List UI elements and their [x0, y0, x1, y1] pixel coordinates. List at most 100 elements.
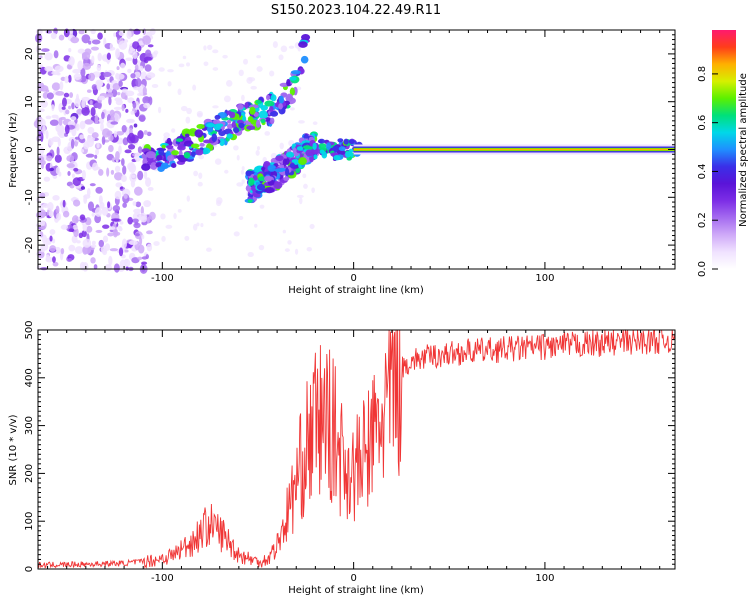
spectrogram-noise-blob — [42, 125, 46, 135]
spectrogram-noise-blob — [123, 249, 129, 253]
spectrogram-branch-blob — [286, 78, 291, 87]
spectrogram-noise-blob — [225, 79, 233, 87]
spectrogram-branch-blob — [337, 138, 344, 143]
spectrogram-noise-blob — [96, 142, 100, 149]
spectrogram-branch-blob — [254, 193, 261, 198]
spectrogram-noise-blob — [212, 67, 219, 71]
spectrogram-noise-blob — [62, 210, 70, 218]
spectrogram-noise-blob — [42, 91, 49, 99]
spectrogram-noise-blob — [153, 50, 159, 55]
spectrogram-noise-blob — [69, 184, 75, 189]
spectrogram-noise-blob — [137, 146, 143, 154]
spectrogram-noise-blob — [40, 220, 46, 226]
spectrogram-noise-blob — [241, 179, 245, 184]
spectrogram-branch-blob — [269, 105, 274, 112]
spectrogram-branch-blob — [227, 119, 232, 124]
spectrogram-noise-blob — [143, 130, 148, 135]
spectrogram-noise-blob — [146, 131, 152, 137]
spectrogram-noise-blob — [132, 201, 137, 206]
spectrogram-noise-blob — [76, 108, 83, 115]
spectrogram-noise-blob — [66, 155, 75, 162]
spectrogram-noise-blob — [240, 169, 245, 175]
spectrogram-noise-blob — [41, 234, 48, 244]
spectrogram-noise-blob — [178, 63, 185, 68]
spectrogram-x-tick-label: 100 — [535, 273, 554, 284]
spectrogram-branch-blob — [247, 115, 254, 123]
spectrogram-noise-blob — [132, 41, 140, 50]
spectrogram-noise-blob — [147, 186, 154, 191]
spectrogram-noise-blob — [118, 247, 124, 257]
spectrogram-noise-blob — [125, 266, 129, 271]
spectrogram-branch-blob — [166, 137, 172, 143]
spectrogram-noise-blob — [73, 167, 79, 172]
spectrogram-branch-blob — [256, 183, 266, 191]
spectrogram-branch-blob — [246, 125, 256, 131]
spectrogram-y-tick-label: 0 — [24, 146, 35, 152]
spectrogram-noise-blob — [173, 212, 177, 220]
spectrogram-noise-blob — [79, 134, 85, 140]
spectrogram-noise-blob — [278, 54, 284, 61]
narrowband-core — [353, 148, 675, 151]
spectrogram-noise-blob — [46, 155, 53, 162]
spectrogram-noise-blob — [98, 95, 106, 101]
spectrogram-noise-blob — [47, 138, 54, 146]
spectrogram-noise-blob — [256, 55, 262, 59]
spectrogram-noise-blob — [101, 111, 105, 120]
spectrogram-noise-blob — [121, 124, 127, 133]
snr-x-tick-label: 100 — [535, 573, 554, 584]
spectrogram-noise-blob — [57, 129, 63, 136]
spectrogram-noise-blob — [59, 81, 64, 91]
spectrogram-noise-blob — [143, 102, 151, 109]
spectrogram-noise-blob — [74, 246, 84, 255]
spectrogram-noise-blob — [44, 52, 53, 61]
spectrogram-noise-blob — [91, 240, 96, 246]
spectrogram-noise-blob — [95, 148, 100, 156]
spectrogram-noise-blob — [69, 92, 74, 98]
spectrogram-noise-blob — [126, 30, 132, 40]
spectrogram-noise-blob — [109, 226, 116, 231]
spectrogram-noise-blob — [128, 144, 136, 150]
spectrogram-noise-blob — [133, 208, 142, 214]
spectrogram-branch-blob — [161, 144, 166, 149]
spectrogram-noise-blob — [102, 235, 109, 243]
spectrogram-branch-blob — [270, 94, 277, 102]
spectrogram-noise-blob — [84, 119, 94, 125]
spectrogram-noise-blob — [120, 62, 126, 69]
spectrogram-branch-blob — [289, 163, 296, 168]
spectrogram-noise-blob — [82, 223, 88, 232]
spectrogram-branch-blob — [264, 187, 275, 194]
spectrogram-noise-blob — [135, 201, 142, 208]
spectrogram-noise-blob — [158, 67, 165, 72]
spectrogram-noise-blob — [67, 64, 72, 70]
spectrogram-noise-blob — [223, 95, 231, 103]
spectrogram-noise-blob — [83, 195, 88, 204]
spectrogram-noise-blob — [101, 206, 109, 216]
spectrogram-noise-blob — [203, 45, 207, 51]
spectrogram-branch-blob — [303, 134, 310, 139]
spectrogram-branch-blob — [278, 95, 285, 104]
spectrogram-noise-blob — [91, 39, 101, 45]
spectrogram-branch-blob — [158, 148, 165, 156]
spectrogram-noise-blob — [65, 109, 70, 115]
colorbar-scale — [712, 30, 736, 269]
colorbar-label: Normalized spectral amplitude — [738, 73, 749, 227]
spectrogram-branch-blob — [236, 103, 244, 110]
spectrogram-noise-blob — [63, 92, 70, 98]
spectrogram-noise-blob — [106, 130, 113, 136]
spectrogram-branch-blob — [318, 138, 326, 144]
spectrogram-branch-blob — [226, 133, 234, 139]
spectrogram-noise-blob — [186, 195, 190, 202]
spectrogram-noise-blob — [97, 32, 103, 40]
spectrogram-noise-blob — [104, 243, 111, 251]
spectrogram-noise-blob — [138, 114, 146, 123]
spectrogram-noise-blob — [302, 173, 307, 179]
spectrogram-y-axis-label: Frequency (Hz) — [8, 112, 19, 188]
spectrogram-noise-blob — [39, 55, 43, 59]
spectrogram-noise-blob — [88, 72, 96, 82]
spectrogram-branch-blob — [301, 34, 311, 41]
spectrogram-noise-blob — [132, 51, 138, 60]
spectrogram-noise-blob — [288, 45, 295, 49]
spectrogram-branch-blob — [331, 145, 340, 153]
spectrogram-noise-blob — [64, 124, 70, 135]
